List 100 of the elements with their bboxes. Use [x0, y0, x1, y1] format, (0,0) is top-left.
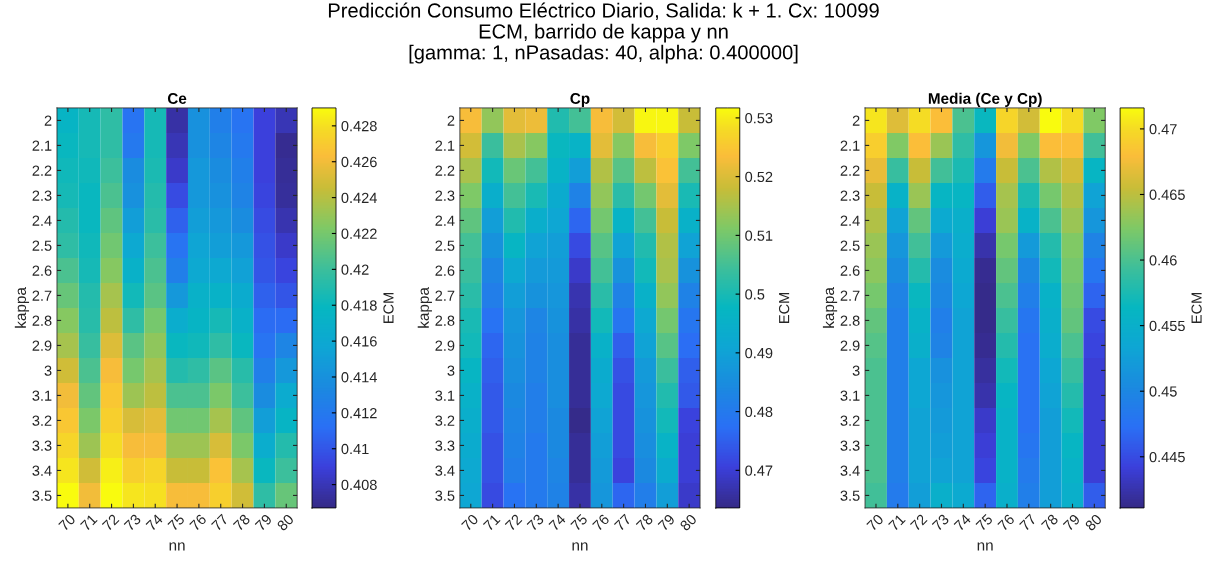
y-tick-label: 2.3 [435, 190, 455, 201]
x-tick-label: 74 [145, 513, 164, 532]
text: Predicción Consumo Eléctrico Diario, Salida: k + 1. Cx: 10099 ECM, barrido de kappa y nn [gamma: 1, nPasadas: 40, alpha: 0.400000] [328, 2, 879, 64]
y-tick-label: 2.1 [840, 140, 860, 151]
y-tick-label: 2.4 [435, 215, 455, 226]
y-tick-label: 2 [852, 115, 860, 126]
x-tick-label: 80 [1084, 513, 1103, 532]
x-tick-label: 74 [953, 513, 972, 532]
y-tick-label: 2.1 [32, 140, 52, 151]
color-bar-label: 0.412 [341, 407, 377, 419]
x-tick-label: 72 [504, 513, 523, 532]
x-tick-label: 74 [548, 513, 567, 532]
x-axis-title: nn [977, 542, 993, 551]
y-tick-label: 2.7 [840, 290, 860, 301]
x-tick-label: 75 [570, 513, 589, 532]
y-tick-label: 3 [44, 365, 52, 376]
y-tick-label: 3.3 [435, 440, 455, 451]
y-tick-label: 2.8 [840, 315, 860, 326]
color-bar-label: 0.49 [745, 347, 773, 359]
color-bar-title: ECM [1191, 292, 1202, 323]
y-tick-label: 3.1 [435, 390, 455, 401]
y-tick-label: 3.5 [435, 490, 455, 501]
x-tick-label: 76 [189, 513, 207, 532]
y-tick-label: 3.4 [32, 465, 52, 476]
color-bar-label: 0.422 [341, 228, 377, 239]
y-tick-label: 3.5 [840, 490, 860, 501]
x-tick-label: 72 [909, 513, 928, 532]
x-tick-label: 73 [931, 513, 950, 532]
x-tick-label: 79 [1062, 513, 1081, 532]
color-bar-label: 0.455 [1149, 320, 1185, 332]
x-tick-label: 80 [679, 513, 698, 532]
color-bar-label: 0.53 [745, 113, 773, 124]
chart-title: Cp [570, 93, 590, 107]
x-axis-title: nn [169, 542, 185, 551]
y-tick-label: 2.3 [840, 190, 860, 201]
y-tick-label: 3.2 [840, 415, 860, 426]
x-tick-label: 78 [1040, 513, 1059, 532]
y-tick-label: 3.3 [840, 440, 860, 451]
color-bar-label: 0.424 [341, 192, 377, 204]
y-tick-label: 2.8 [32, 315, 52, 326]
y-tick-label: 2.5 [840, 240, 860, 251]
color-bar-label: 0.445 [1149, 451, 1185, 463]
color-bar-label: 0.428 [341, 120, 377, 132]
y-tick-label: 2.4 [840, 215, 860, 226]
y-tick-label: 2.2 [435, 165, 455, 176]
x-tick-label: 79 [254, 513, 273, 532]
color-bar-label: 0.41 [341, 443, 369, 455]
x-tick-label: 73 [123, 513, 142, 532]
y-tick-label: 3.2 [32, 415, 52, 426]
y-axis-title: kappa [822, 287, 838, 328]
y-tick-label: 2.6 [435, 265, 455, 276]
y-tick-label: 2.3 [32, 190, 52, 201]
y-tick-label: 3.1 [840, 390, 860, 401]
y-tick-label: 2.6 [840, 265, 860, 276]
x-tick-label: 80 [276, 513, 295, 532]
x-tick-label: 78 [635, 513, 654, 532]
color-bar-title: ECM [778, 292, 790, 323]
y-tick-label: 3 [852, 365, 860, 376]
y-axis-title: kappa [14, 287, 30, 328]
color-bar-label: 0.48 [745, 406, 773, 418]
x-tick-label: 76 [592, 513, 610, 532]
color-bar-title: ECM [383, 292, 394, 323]
x-axis-title: nn [572, 542, 588, 551]
y-tick-label: 2.6 [32, 265, 52, 276]
x-tick-label: 77 [211, 513, 229, 532]
y-tick-label: 2.9 [840, 340, 860, 351]
y-tick-label: 3.1 [32, 390, 52, 401]
y-tick-label: 3.5 [32, 490, 52, 501]
color-bar-label: 0.465 [1149, 189, 1185, 200]
x-tick-label: 72 [101, 513, 120, 532]
y-tick-label: 2.5 [435, 240, 455, 251]
y-tick-label: 3.3 [32, 440, 52, 451]
color-bar-label: 0.52 [745, 171, 773, 183]
y-tick-label: 2.9 [32, 340, 52, 351]
color-bar-label: 0.414 [341, 372, 377, 383]
y-tick-label: 2.5 [32, 240, 52, 251]
color-bar-label: 0.416 [341, 336, 377, 347]
x-tick-label: 77 [614, 513, 632, 532]
y-tick-label: 3 [447, 365, 455, 376]
y-tick-label: 2.9 [435, 340, 455, 351]
x-tick-label: 70 [866, 513, 885, 532]
y-tick-label: 2.7 [32, 290, 52, 301]
color-bar-label: 0.51 [745, 230, 773, 241]
y-tick-label: 2.8 [435, 315, 455, 326]
x-tick-label: 73 [526, 513, 545, 532]
color-bar-label: 0.46 [1149, 255, 1177, 266]
color-bar-label: 0.47 [1149, 124, 1177, 135]
y-tick-label: 2.7 [435, 290, 455, 301]
chart-title: Ce [167, 93, 187, 104]
color-bar-label: 0.418 [341, 300, 377, 311]
x-tick-label: 77 [1019, 513, 1037, 532]
y-tick-label: 2.2 [840, 165, 860, 176]
color-bar-label: 0.47 [745, 465, 773, 476]
y-tick-label: 2.1 [435, 140, 455, 151]
color-bar-label: 0.426 [341, 156, 377, 168]
x-tick-label: 75 [975, 513, 994, 532]
color-bar-label: 0.42 [341, 264, 369, 275]
x-tick-label: 71 [482, 513, 501, 532]
y-tick-label: 2 [447, 115, 455, 126]
color-bar-label: 0.5 [745, 289, 765, 300]
